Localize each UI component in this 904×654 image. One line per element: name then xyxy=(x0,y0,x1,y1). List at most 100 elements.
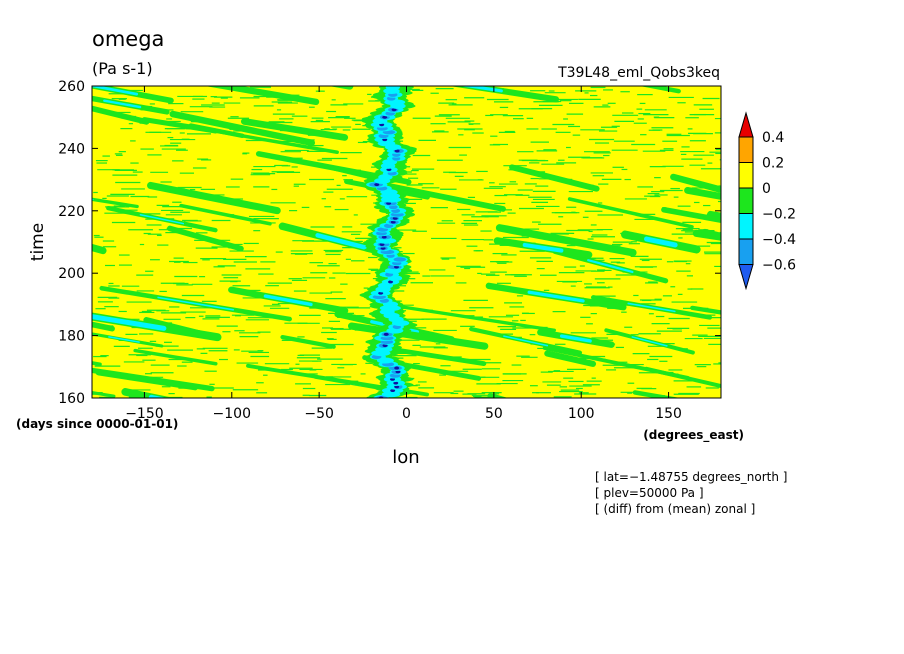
streak xyxy=(179,203,272,226)
streak xyxy=(133,348,218,366)
streak xyxy=(495,224,637,257)
band-cyan xyxy=(385,86,400,91)
band-cyan xyxy=(379,305,401,312)
streak-core xyxy=(587,259,634,274)
streak-core xyxy=(559,334,592,343)
band-deep xyxy=(381,235,387,239)
streak-core xyxy=(63,240,86,246)
band-deep xyxy=(383,332,389,336)
streak xyxy=(92,243,107,255)
x-tick-label: 100 xyxy=(568,406,595,422)
band-deep xyxy=(382,344,388,348)
colorbar: 0.4 0.2 0 −0.2 −0.4 −0.6 xyxy=(738,111,796,291)
colorbar-max-triangle xyxy=(738,111,754,138)
streak xyxy=(701,228,721,241)
x-tick-label: 150 xyxy=(655,406,682,422)
x-tick-label: 0 xyxy=(402,406,411,422)
streak-core xyxy=(644,236,678,248)
streak-core xyxy=(747,317,821,329)
streak xyxy=(639,86,681,94)
streak xyxy=(92,391,116,398)
heatmap-field xyxy=(61,86,821,429)
streak xyxy=(92,321,115,332)
y-axis-label: time xyxy=(28,223,48,261)
band-deep xyxy=(382,138,388,142)
streak xyxy=(141,117,219,134)
colorbar-label: 0.4 xyxy=(762,130,784,146)
streak-core xyxy=(92,314,167,331)
streak xyxy=(121,388,175,398)
streak xyxy=(449,86,560,103)
colorbar-box xyxy=(738,136,754,163)
streak-core xyxy=(682,401,745,412)
band-deep xyxy=(379,242,385,246)
y-tick-label: 200 xyxy=(58,266,85,282)
colorbar-label: 0 xyxy=(762,181,771,197)
colorbar-label: −0.4 xyxy=(762,232,796,248)
streak-core xyxy=(61,358,83,362)
colorbar-min-triangle xyxy=(738,264,754,291)
streak-core xyxy=(108,336,140,343)
colorbar-label: −0.2 xyxy=(762,207,796,223)
band-deep xyxy=(378,291,384,295)
x-tick-label: −50 xyxy=(304,406,334,422)
streak xyxy=(567,197,694,229)
colorbar-box xyxy=(738,213,754,240)
streak-core xyxy=(522,242,564,253)
streak xyxy=(204,86,320,106)
band-deep xyxy=(394,265,400,269)
streak-core xyxy=(459,86,503,93)
band-deep xyxy=(390,389,396,393)
x-tick-label: 50 xyxy=(485,406,503,422)
band-deep xyxy=(382,115,388,119)
chart-title: omega xyxy=(92,27,164,51)
streak xyxy=(167,225,244,252)
streak-core xyxy=(157,296,235,311)
colorbar-label: 0.2 xyxy=(762,156,784,172)
streak-core xyxy=(627,302,676,313)
y-tick-label: 240 xyxy=(58,141,85,157)
colorbar-box xyxy=(738,238,754,265)
streak xyxy=(684,186,721,200)
y-tick-label: 220 xyxy=(58,204,85,220)
streak-core xyxy=(139,214,185,225)
x-tick-label: −150 xyxy=(125,406,163,422)
band-deep xyxy=(392,216,398,220)
x-axis: −150 −100 −50 0 50 100 150 xyxy=(125,86,682,422)
streak xyxy=(542,346,690,380)
streak-core xyxy=(503,335,549,347)
streak xyxy=(92,367,215,392)
streak xyxy=(240,118,349,141)
annotation-lat: [ lat=−1.48755 degrees_north ] xyxy=(595,470,787,484)
annotation-diff: [ (diff) from (mean) zonal ] xyxy=(595,502,755,516)
streak-core xyxy=(631,336,668,347)
y-tick-label: 180 xyxy=(58,329,85,345)
band-deep xyxy=(386,201,392,205)
y-tick-label: 260 xyxy=(58,79,85,95)
x-axis-units: (degrees_east) xyxy=(643,428,744,443)
streak xyxy=(92,105,150,125)
streak-core xyxy=(92,198,94,201)
streak-core xyxy=(527,290,585,303)
streak-core xyxy=(418,408,444,414)
streak xyxy=(328,86,354,90)
x-tick-label: −100 xyxy=(213,406,251,422)
x-axis-label: lon xyxy=(392,447,419,468)
streak xyxy=(544,350,597,367)
y-axis-units: (days since 0000-01-01) xyxy=(16,417,178,431)
streak xyxy=(670,173,721,194)
streak xyxy=(403,403,553,429)
band-deep xyxy=(394,149,400,153)
streak-core xyxy=(263,294,313,307)
band-blue xyxy=(393,257,406,262)
y-tick-label: 160 xyxy=(58,391,85,407)
band-deep xyxy=(393,381,399,385)
streak-core xyxy=(92,86,139,96)
streak xyxy=(661,206,721,223)
y-axis: 160 180 200 220 240 260 xyxy=(58,79,721,407)
colorbar-box xyxy=(738,187,754,214)
chart-units: (Pa s-1) xyxy=(92,59,153,78)
streak xyxy=(347,322,489,350)
band-deep xyxy=(391,108,397,112)
